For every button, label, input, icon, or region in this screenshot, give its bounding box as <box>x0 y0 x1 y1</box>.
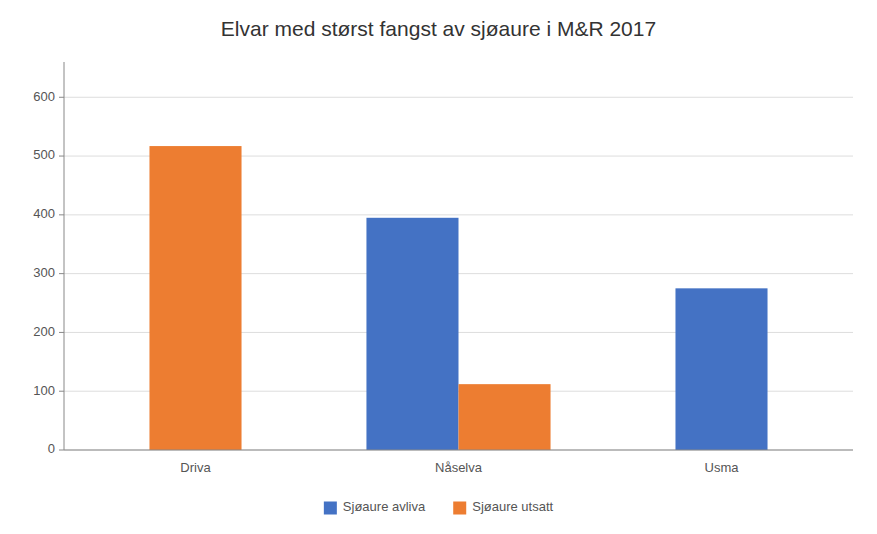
legend-label: Sjøaure utsatt <box>472 499 553 514</box>
chart-svg: Elvar med størst fangst av sjøaure i M&R… <box>0 0 877 534</box>
y-tick <box>59 332 64 333</box>
y-tick-label: 600 <box>33 89 55 104</box>
grid <box>64 97 853 450</box>
bar <box>366 218 458 450</box>
bar <box>149 146 241 450</box>
y-tick-label: 200 <box>33 324 55 339</box>
legend: Sjøaure avliva Sjøaure utsatt <box>324 499 554 514</box>
y-axis-line <box>64 62 65 450</box>
y-tick-label: 500 <box>33 147 55 162</box>
y-tick-label: 100 <box>33 383 55 398</box>
chart-container: Elvar med størst fangst av sjøaure i M&R… <box>0 0 877 534</box>
legend-swatch <box>324 502 337 515</box>
chart-title: Elvar med størst fangst av sjøaure i M&R… <box>221 17 656 40</box>
y-tick <box>59 214 64 215</box>
y-tick <box>59 391 64 392</box>
legend-swatch <box>453 502 466 515</box>
bar <box>675 288 767 450</box>
bars <box>149 146 767 450</box>
y-tick <box>59 273 64 274</box>
y-tick <box>59 156 64 157</box>
legend-label: Sjøaure avliva <box>343 499 426 514</box>
y-axis: 0 100 200 300 400 500 600 <box>33 89 64 457</box>
y-tick <box>59 450 64 451</box>
y-tick <box>59 97 64 98</box>
x-axis-line <box>64 450 853 451</box>
grid-line <box>64 450 853 451</box>
x-tick-label: Nåselva <box>435 460 483 475</box>
x-tick-label: Driva <box>180 460 211 475</box>
grid-line <box>64 97 853 98</box>
y-tick-label: 300 <box>33 265 55 280</box>
y-tick-label: 0 <box>48 441 55 456</box>
y-tick-label: 400 <box>33 206 55 221</box>
legend-item: Sjøaure avliva <box>324 499 426 514</box>
x-tick-label: Usma <box>705 460 740 475</box>
legend-item: Sjøaure utsatt <box>453 499 553 514</box>
bar <box>459 384 551 450</box>
